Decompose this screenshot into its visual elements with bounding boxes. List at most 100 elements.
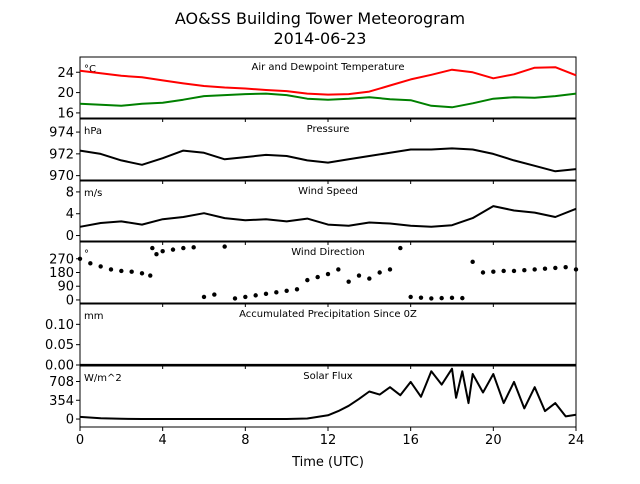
data-point	[191, 245, 196, 250]
y-tick-label: 972	[49, 147, 74, 162]
panel-1: 16 20 24 °C Air and Dewpoint Temperature	[57, 56, 577, 122]
data-point	[470, 259, 475, 265]
data-point	[315, 274, 320, 280]
data-point	[542, 266, 548, 271]
series-line	[79, 66, 577, 96]
y-tick-label: 0	[66, 413, 74, 428]
series-line	[79, 205, 577, 228]
x-tick-label: 20	[485, 433, 502, 448]
y-tick-label: 0.10	[45, 318, 74, 333]
panel-5: 0.00 0.05 0.10 mm Accumulated Precipitation …	[45, 303, 577, 374]
data-point	[284, 288, 289, 293]
data-point	[377, 270, 382, 275]
panel-unit: °C	[84, 64, 96, 75]
data-point	[501, 268, 506, 274]
panel-unit: hPa	[84, 126, 102, 137]
data-point	[511, 268, 517, 274]
data-point	[88, 261, 93, 266]
data-point	[148, 273, 153, 278]
data-point	[129, 269, 134, 274]
data-point	[98, 264, 103, 269]
y-tick-label: 16	[57, 106, 74, 121]
x-tick-label: 16	[402, 433, 419, 448]
data-point	[243, 294, 248, 300]
series-line	[79, 92, 577, 109]
data-point	[553, 265, 558, 271]
x-tick-label: 0	[76, 433, 84, 448]
x-axis-label: Time (UTC)	[291, 455, 364, 470]
data-point	[232, 296, 238, 301]
data-point	[150, 245, 155, 251]
data-point	[212, 292, 217, 297]
data-point	[367, 276, 372, 281]
y-tick-label: 20	[57, 86, 74, 101]
data-point	[439, 295, 444, 301]
y-tick-label: 0.05	[45, 338, 74, 353]
y-tick-label: 24	[57, 66, 74, 81]
x-axis: 0 4 8 12 16 20 24	[76, 433, 584, 448]
data-point	[119, 268, 124, 274]
data-point	[480, 270, 486, 275]
data-point	[274, 290, 279, 295]
data-point	[398, 245, 403, 251]
data-point	[77, 256, 83, 261]
panel-unit: W/m^2	[84, 373, 122, 384]
panel-title: Pressure	[307, 124, 350, 135]
data-point	[563, 264, 568, 270]
x-tick-label: 4	[159, 433, 167, 448]
data-point	[139, 271, 145, 276]
y-tick-label: 0.00	[45, 359, 74, 374]
series-line	[79, 367, 577, 420]
data-point	[532, 267, 537, 272]
y-tick-label: 970	[49, 169, 74, 184]
panel-title: Solar Flux	[303, 371, 353, 382]
y-tick-label: 90	[57, 280, 74, 295]
x-tick-label: 8	[241, 433, 249, 448]
data-point	[356, 273, 362, 278]
y-tick-label: 708	[49, 375, 74, 390]
panel-title: Accumulated Precipitation Since 0Z	[239, 309, 417, 320]
panel-2: 970 972 974 hPa Pressure	[49, 118, 577, 184]
y-tick-label: 0	[66, 293, 74, 308]
data-point	[222, 244, 227, 249]
panel-unit: °	[84, 249, 89, 260]
panel-title: Wind Direction	[291, 247, 365, 258]
data-point	[449, 295, 455, 301]
data-point	[336, 267, 341, 272]
panel-6: 0 354 708 W/m^2 Solar Flux	[49, 365, 577, 431]
data-point	[491, 269, 496, 274]
panel-title: Air and Dewpoint Temperature	[252, 62, 405, 73]
data-point	[160, 248, 165, 254]
data-point	[460, 295, 465, 301]
y-tick-label: 270	[49, 252, 74, 267]
data-point	[108, 267, 114, 272]
data-point	[387, 267, 393, 272]
y-tick-label: 4	[66, 207, 74, 222]
series-line	[79, 147, 577, 173]
panel-3: 0 4 8 m/s Wind Speed	[66, 180, 577, 245]
figure-title-line2: 2014-06-23	[274, 29, 367, 48]
data-point	[201, 294, 207, 300]
data-point	[170, 247, 176, 252]
data-point	[294, 287, 300, 292]
panel-unit: mm	[84, 311, 103, 322]
panel-unit: m/s	[84, 188, 102, 199]
y-tick-label: 8	[66, 185, 74, 200]
data-point	[263, 291, 269, 297]
data-point	[325, 271, 331, 277]
data-point	[181, 245, 186, 251]
data-point	[253, 293, 258, 298]
data-point	[418, 295, 424, 300]
y-tick-label: 354	[49, 394, 74, 409]
y-tick-label: 180	[49, 266, 74, 281]
x-tick-label: 12	[320, 433, 337, 448]
data-point	[573, 267, 579, 272]
y-tick-label: 974	[49, 126, 74, 141]
data-point	[154, 252, 159, 257]
data-point	[408, 294, 413, 300]
data-point	[305, 277, 310, 283]
